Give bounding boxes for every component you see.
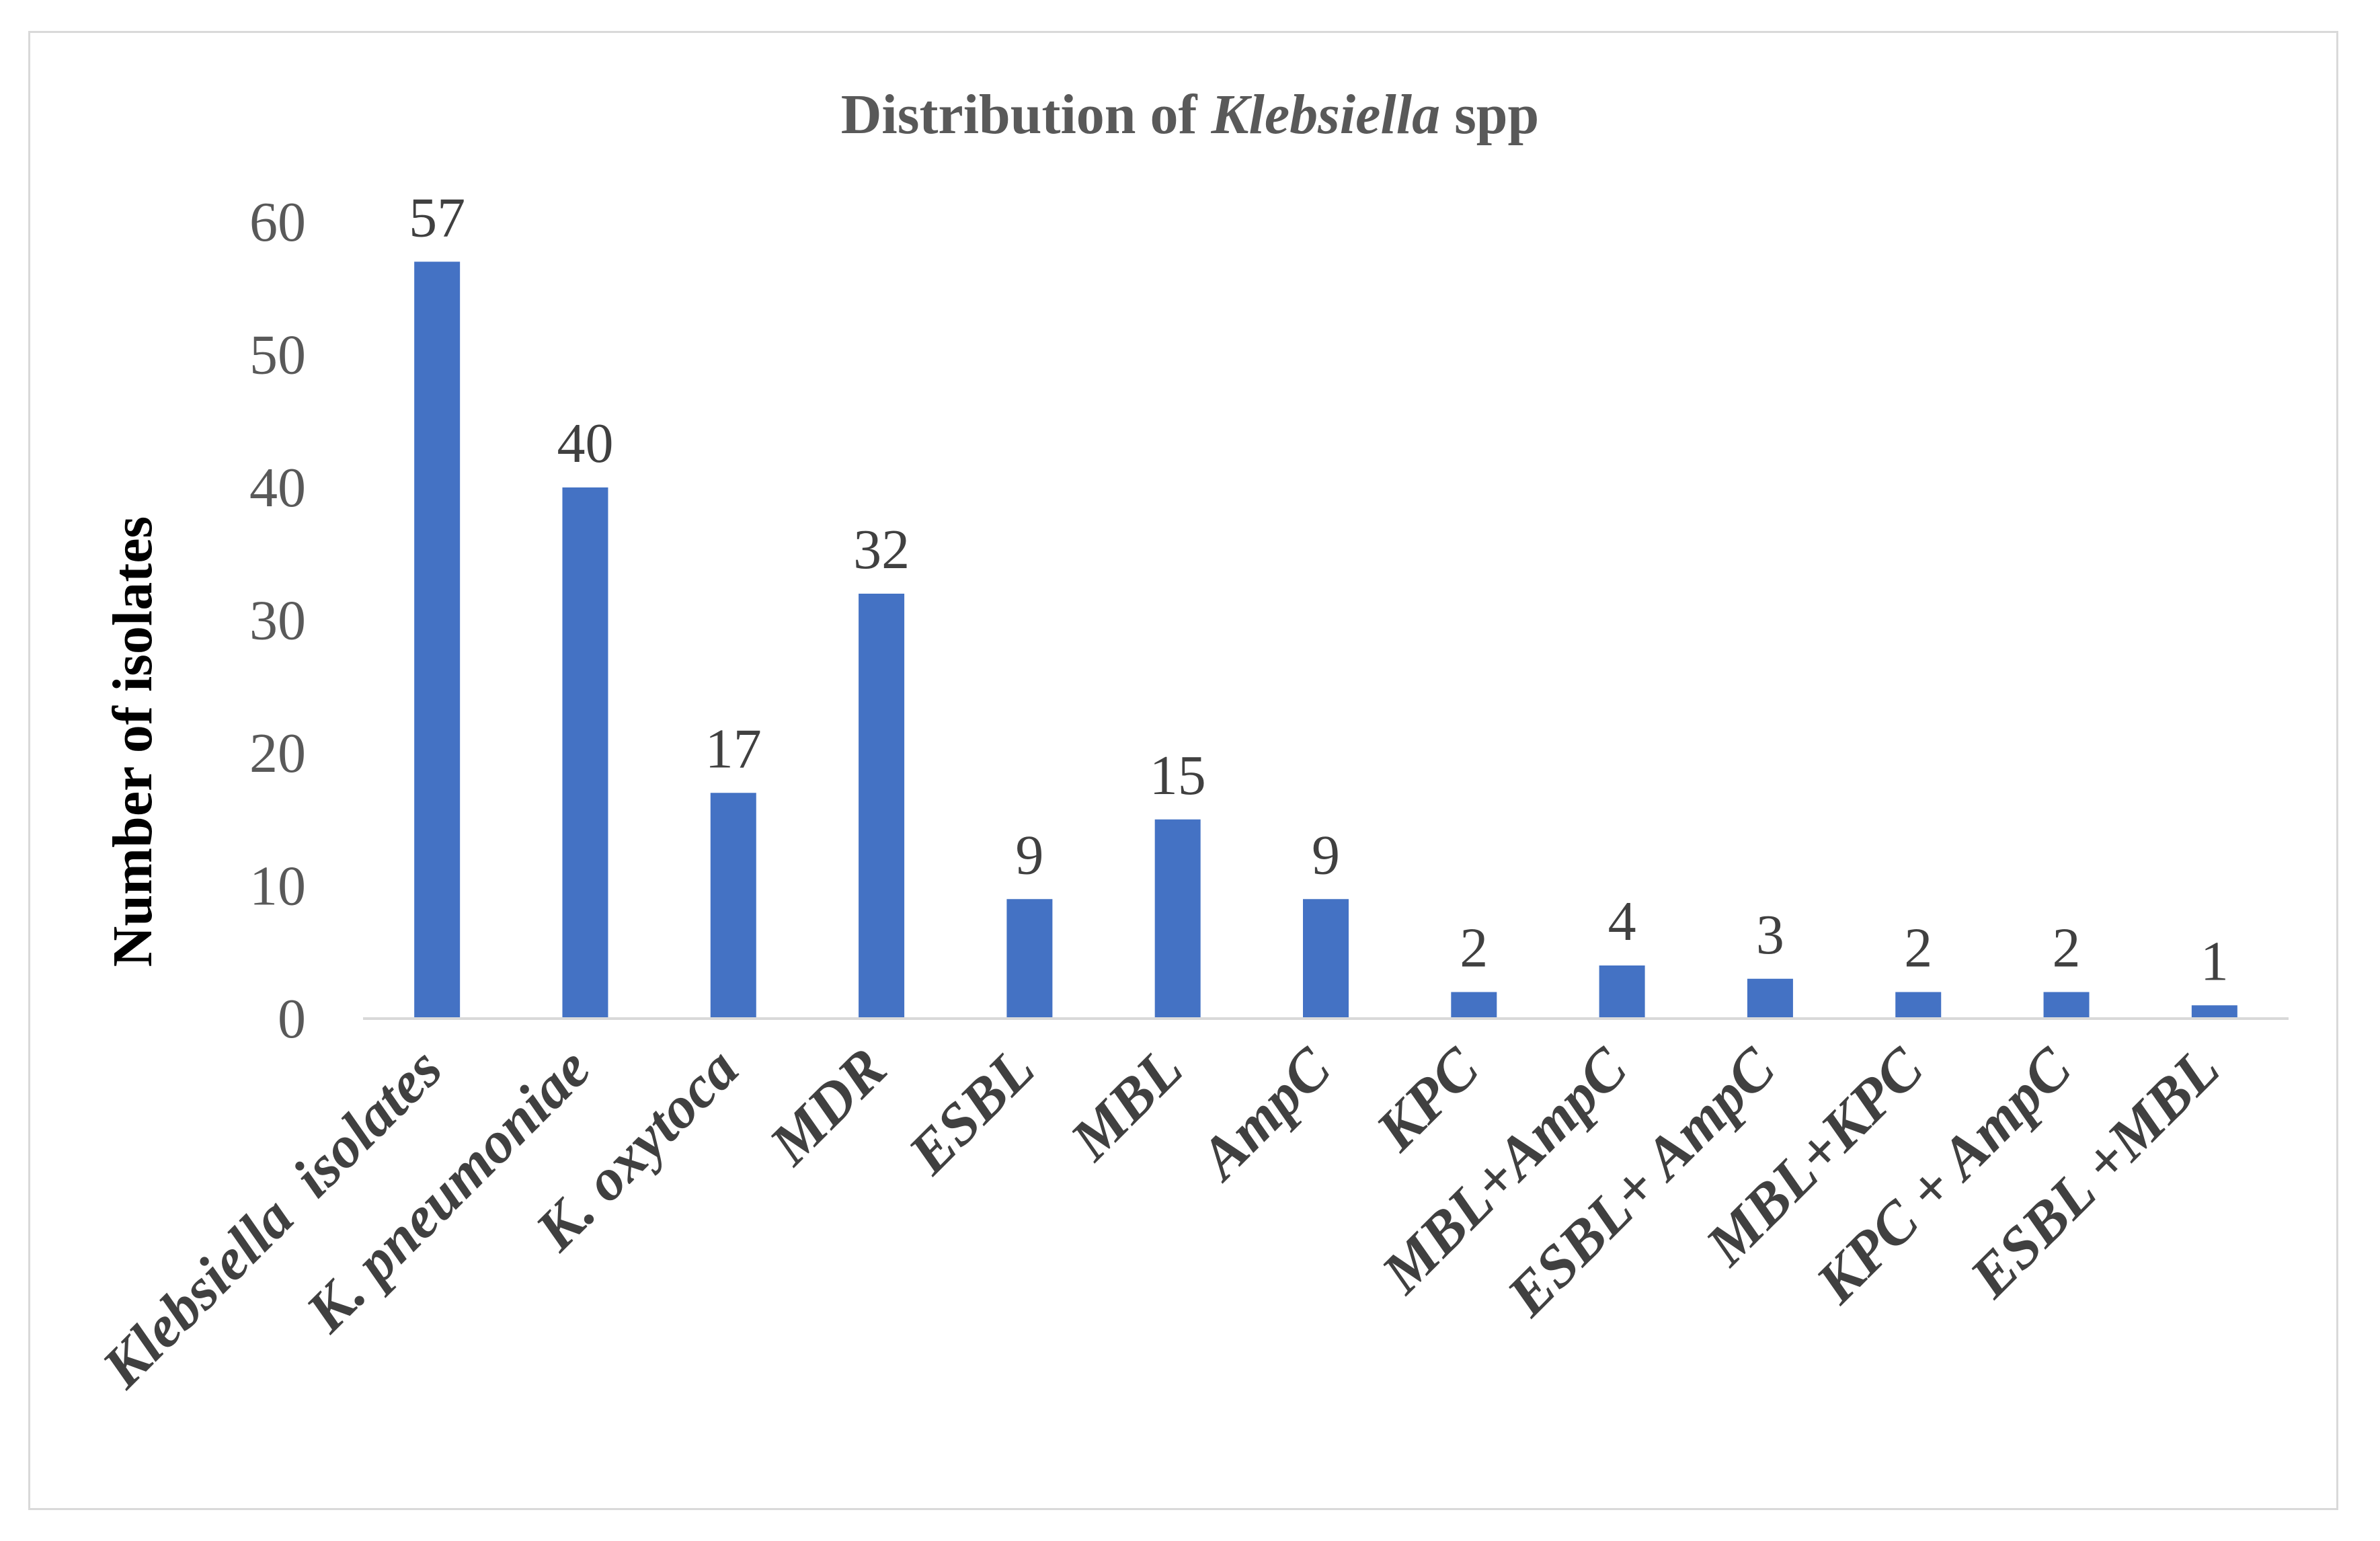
data-label: 4 — [1608, 890, 1636, 953]
chart-title-italic: Klebsiella — [1210, 83, 1440, 146]
y-tick-label: 30 — [249, 590, 306, 652]
bar — [1747, 978, 1793, 1019]
data-label: 17 — [705, 717, 762, 780]
y-tick-label: 10 — [249, 855, 306, 918]
data-label: 9 — [1312, 824, 1340, 886]
data-label: 2 — [1460, 917, 1488, 980]
bar — [1895, 992, 1942, 1019]
x-tick-label: KPC + AmpC — [1804, 1035, 2085, 1316]
y-axis-ticks: 0 10 20 30 40 50 60 — [249, 191, 306, 1050]
data-label: 32 — [853, 518, 910, 581]
bar — [1599, 965, 1645, 1019]
x-tick-label: AmpC — [1185, 1035, 1344, 1194]
y-tick-label: 50 — [249, 324, 306, 387]
data-label: 2 — [2053, 917, 2081, 980]
y-tick-label: 60 — [249, 191, 306, 253]
bar — [1451, 992, 1497, 1019]
x-tick-label: KPC — [1363, 1035, 1492, 1164]
bar — [1154, 819, 1201, 1019]
y-tick-label: 20 — [249, 722, 306, 785]
y-tick-label: 0 — [278, 988, 306, 1050]
chart-title: Distribution of Klebsiella spp — [841, 83, 1539, 146]
x-tick-label: MDR — [756, 1036, 899, 1179]
bar — [1303, 899, 1349, 1019]
data-label: 9 — [1015, 824, 1043, 886]
bar — [2191, 1005, 2237, 1019]
data-label: 40 — [557, 412, 613, 475]
data-label: 57 — [409, 186, 465, 249]
x-tick-label: ESBL — [896, 1036, 1047, 1187]
data-label: 15 — [1150, 744, 1206, 807]
bar — [414, 262, 461, 1019]
bar — [1006, 899, 1053, 1019]
data-label: 1 — [2200, 930, 2229, 992]
y-tick-label: 40 — [249, 457, 306, 519]
bar — [2043, 992, 2090, 1019]
data-label: 2 — [1904, 917, 1932, 980]
data-label: 3 — [1756, 904, 1784, 966]
x-tick-label: MBL — [1058, 1036, 1195, 1174]
bar — [859, 594, 905, 1019]
bar — [710, 793, 756, 1019]
chart-title-prefix: Distribution of — [841, 83, 1212, 146]
bars — [414, 262, 2237, 1019]
y-axis-label: Number of isolates — [102, 516, 164, 967]
chart-frame — [28, 31, 2338, 1510]
chart-title-suffix: spp — [1440, 83, 1539, 146]
bar — [562, 487, 608, 1019]
